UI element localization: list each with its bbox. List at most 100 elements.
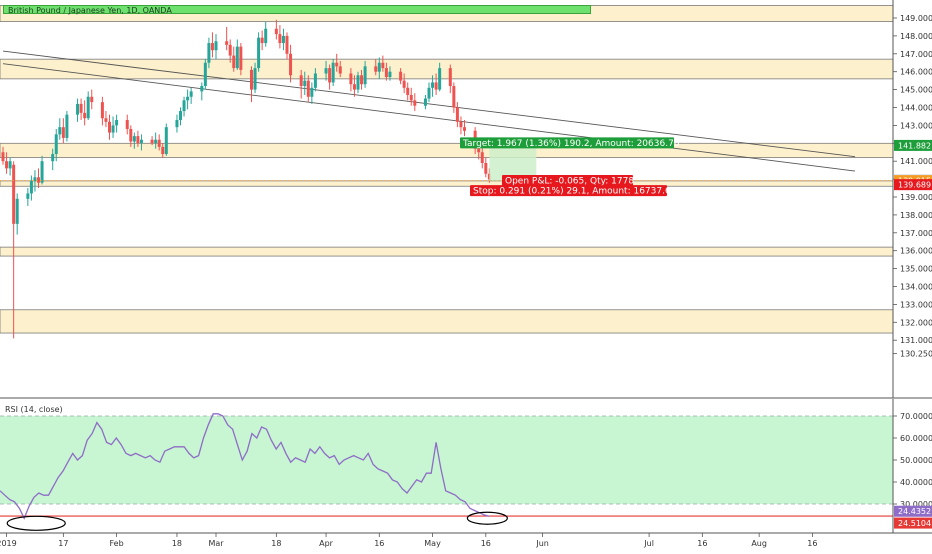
rsi-tick-label: 50.0000 <box>900 456 932 465</box>
candle-body <box>299 75 303 87</box>
candle-body <box>324 68 328 74</box>
candle-body <box>356 75 360 90</box>
candle-body <box>360 75 364 85</box>
target-label-group: Target: 1.967 (1.36%) 190.2, Amount: 206… <box>460 137 680 149</box>
price-tick-label: 139.000 <box>900 193 932 202</box>
candle-body <box>136 136 140 144</box>
time-tick-label: May <box>424 539 441 548</box>
candle-body <box>139 139 143 144</box>
price-tick-label: 133.000 <box>900 300 932 309</box>
time-tick-label: 16 <box>807 539 817 548</box>
support-resistance-zones <box>0 5 894 334</box>
time-tick-label: Jun <box>535 539 549 548</box>
trendline <box>2 50 856 158</box>
price-tick-label: 147.000 <box>900 50 932 59</box>
target-box <box>489 145 537 181</box>
candle-body <box>310 87 314 97</box>
time-tick-label: Apr <box>319 539 334 548</box>
candle-body <box>79 103 83 113</box>
candle-body <box>228 44 232 56</box>
candle-body <box>381 62 385 69</box>
candle-body <box>484 162 488 174</box>
price-tag-label: 139.689 <box>898 181 931 190</box>
candle-body <box>423 98 427 106</box>
candle-body <box>40 161 44 183</box>
candle-body <box>313 73 317 88</box>
candle-body <box>289 53 293 76</box>
rsi-line <box>0 413 490 520</box>
candle-body <box>463 127 466 131</box>
candle-body <box>413 100 417 106</box>
time-tick-label: 2019 <box>0 539 17 548</box>
candle-body <box>434 82 438 90</box>
stop-label-background <box>470 185 667 197</box>
candle-body <box>455 107 459 122</box>
candle-body <box>175 120 179 128</box>
candle-body <box>285 35 289 54</box>
open-pnl-label: Open P&L: -0.065, Qty: 1778 <box>505 176 634 186</box>
time-axis-ticks: 2019 17 Feb 18 Mar 18 Apr 16 May 16 Jun Jul 16 Aug 16 <box>0 533 817 548</box>
candle-body <box>374 66 378 72</box>
rsi-title: RSI (14, close) <box>5 405 63 414</box>
candle-body <box>306 80 310 97</box>
time-tick-label: Mar <box>208 539 224 548</box>
candle-body <box>253 68 257 90</box>
candle-body <box>480 152 484 163</box>
price-tick-label: 136.000 <box>900 247 932 256</box>
time-tick-label: 18 <box>172 539 182 548</box>
rsi-tick-label: 40.0000 <box>900 478 932 487</box>
candle-body <box>274 28 278 35</box>
candle-body <box>15 198 19 224</box>
candle-body <box>225 41 229 45</box>
candle-body <box>409 94 413 101</box>
zone-band <box>0 180 894 187</box>
price-tick-label: 135.000 <box>900 265 932 274</box>
trendlines <box>2 50 856 172</box>
rsi-highlight-circle <box>466 511 508 525</box>
price-tick-label: 141.000 <box>900 157 932 166</box>
stop-label-group: Stop: 0.291 (0.21%) 29.1, Amount: 16737.… <box>470 185 671 197</box>
rsi-pane: RSI (14, close) 70.0000 60.0000 50.0000 40.… <box>0 399 932 533</box>
rsi-tick-label: 30.0000 <box>900 500 932 509</box>
candle-body <box>363 66 367 85</box>
price-tick-label: 149.000 <box>900 14 932 23</box>
time-tick-label: Aug <box>751 539 767 548</box>
candle-body <box>214 41 218 51</box>
rsi-axis-ticks: 70.0000 60.0000 50.0000 40.0000 30.0000 <box>892 399 932 533</box>
price-tick-label: 148.000 <box>900 32 932 41</box>
candle-body <box>37 177 40 183</box>
trendline <box>2 63 856 172</box>
candle-body <box>108 121 111 133</box>
candle-body <box>161 146 165 155</box>
rsi-tag-label: 24.4352 <box>898 507 931 516</box>
candle-body <box>250 69 253 90</box>
target-label-background <box>460 137 674 149</box>
candle-body <box>264 28 268 44</box>
candle-body <box>33 177 37 181</box>
candle-body <box>427 87 431 99</box>
candle-body <box>29 180 33 194</box>
candle-body <box>235 46 239 69</box>
candle-body <box>331 62 335 83</box>
candle-body <box>54 134 58 155</box>
price-tick-label: 144.000 <box>900 104 932 113</box>
price-pane: Target: 1.967 (1.36%) 190.2, Amount: 206… <box>0 5 894 339</box>
rsi-axis-tags: 24.4352 24.5104 <box>894 505 932 529</box>
candle-body <box>100 102 104 119</box>
candle-body <box>58 127 62 135</box>
price-tag-background <box>894 139 932 151</box>
candle-body <box>328 68 332 83</box>
candle-body <box>232 55 236 69</box>
candle-body <box>5 161 9 169</box>
candle-body <box>164 127 168 155</box>
rsi-tag-background <box>894 505 932 517</box>
open-pnl-label-group: Open P&L: -0.065, Qty: 1778 <box>502 174 634 186</box>
candle-body <box>207 43 211 63</box>
candle-body <box>448 68 452 87</box>
zone-band <box>0 309 894 334</box>
time-tick-label: 17 <box>58 539 68 548</box>
symbol-title: British Pound / Japanese Yen, 1D, OANDA <box>3 5 591 15</box>
candle-body <box>1 152 5 162</box>
